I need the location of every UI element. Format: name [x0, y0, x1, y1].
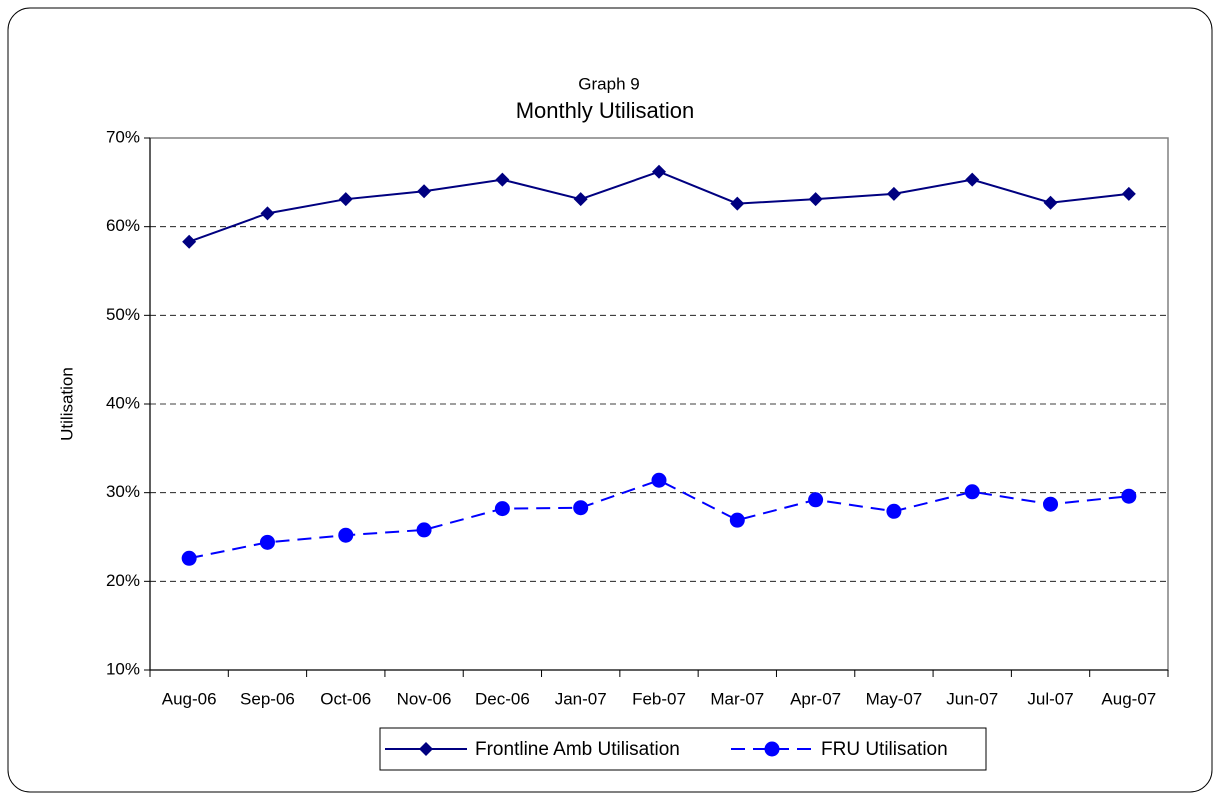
x-tick-label: Sep-06 — [240, 689, 295, 708]
data-point — [260, 206, 275, 221]
data-point — [416, 522, 432, 538]
data-point — [652, 164, 666, 179]
chart-subtitle: Monthly Utilisation — [516, 98, 695, 123]
data-point — [495, 172, 510, 187]
x-tick-label: May-07 — [866, 689, 923, 708]
legend — [379, 727, 987, 771]
data-point — [964, 484, 980, 500]
y-tick-label: 20% — [106, 571, 140, 590]
x-tick-label: Feb-07 — [632, 689, 686, 708]
data-point — [1121, 488, 1137, 504]
x-tick-label: Aug-06 — [162, 689, 217, 708]
legend-label: FRU Utilisation — [821, 739, 948, 760]
data-point — [338, 527, 354, 543]
y-tick-label: 60% — [106, 216, 140, 235]
data-point — [338, 192, 353, 207]
data-point — [886, 186, 901, 201]
x-tick-label: Dec-06 — [475, 689, 530, 708]
y-axis-label: Utilisation — [57, 367, 76, 441]
legend-label: Frontline Amb Utilisation — [475, 739, 680, 760]
y-tick-label: 30% — [106, 482, 140, 501]
x-tick-label: Oct-06 — [320, 689, 371, 708]
data-point — [808, 492, 824, 508]
chart-title: Graph 9 — [578, 74, 639, 93]
data-point — [494, 501, 510, 517]
x-tick-label: Jun-07 — [946, 689, 998, 708]
x-tick-label: Jul-07 — [1027, 689, 1073, 708]
data-point — [1121, 186, 1136, 201]
y-tick-label: 50% — [106, 305, 140, 324]
x-tick-label: Apr-07 — [790, 689, 841, 708]
x-tick-label: Nov-06 — [397, 689, 452, 708]
x-tick-label: Aug-07 — [1101, 689, 1156, 708]
data-point — [965, 172, 980, 187]
data-point — [259, 534, 275, 550]
data-point — [730, 196, 745, 211]
data-point — [808, 192, 823, 207]
data-point — [181, 550, 197, 566]
y-tick-label: 70% — [106, 127, 140, 146]
data-point — [1043, 496, 1059, 512]
data-point — [886, 503, 902, 519]
data-point — [573, 192, 588, 207]
data-point — [182, 234, 197, 249]
y-tick-label: 10% — [106, 659, 140, 678]
plot-area — [149, 137, 1169, 671]
data-point — [417, 184, 432, 199]
x-tick-label: Mar-07 — [710, 689, 764, 708]
data-point — [729, 512, 745, 528]
data-point — [573, 500, 589, 516]
legend-marker — [764, 741, 780, 757]
data-point — [1043, 195, 1058, 210]
legend-marker — [419, 742, 433, 756]
x-tick-label: Jan-07 — [555, 689, 607, 708]
y-tick-label: 40% — [106, 393, 140, 412]
data-point — [651, 472, 667, 488]
